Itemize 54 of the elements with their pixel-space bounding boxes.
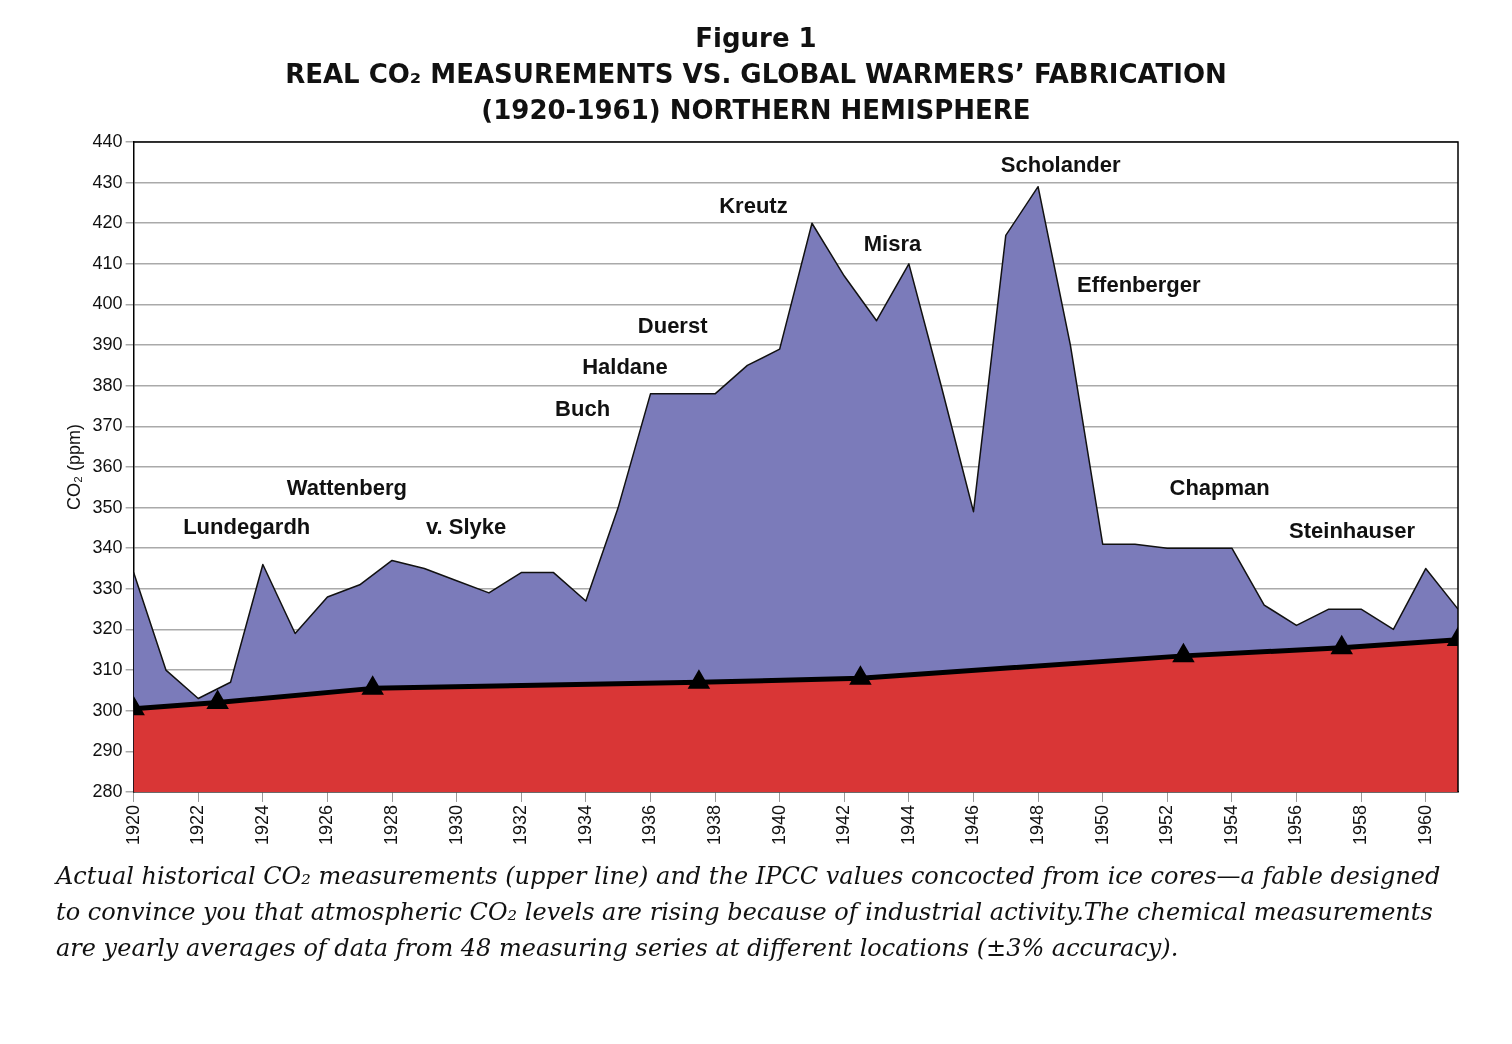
x-tick-label: 1942 xyxy=(833,804,854,845)
annotation: v. Slyke xyxy=(425,514,507,540)
y-tick-label: 370 xyxy=(92,415,123,436)
annotation: Effenberger xyxy=(1077,272,1201,298)
x-tick-label: 1944 xyxy=(897,804,918,845)
x-tick-label: 1956 xyxy=(1285,804,1306,845)
x-tick-label: 1950 xyxy=(1091,804,1112,845)
x-tick-label: 1938 xyxy=(704,804,725,845)
text: Actual historical CO₂ measurements (upper line) and the IPCC values concocted from ice cores—a fable designed to convince you that atmospheric CO₂ levels are rising because of industrial activity.The chemical measurements are yearly averages of data from 48 measuring series at different locations (±3% accuracy). xyxy=(56,861,1442,964)
chart-title: Figure 1 xyxy=(694,22,818,55)
x-tick-label: 1926 xyxy=(316,804,337,845)
x-tick-label: 1928 xyxy=(381,804,402,845)
y-tick-label: 350 xyxy=(92,496,123,517)
x-tick-label: 1958 xyxy=(1350,804,1371,845)
x-tick-label: 1948 xyxy=(1027,804,1048,845)
annotation: Scholander xyxy=(1000,152,1122,178)
x-tick-label: 1932 xyxy=(510,804,531,845)
annotation: Steinhauser xyxy=(1289,518,1416,544)
annotation: Kreutz xyxy=(719,193,788,219)
annotation: Duerst xyxy=(637,312,709,338)
y-tick-label: 330 xyxy=(92,577,123,598)
y-tick-label: 430 xyxy=(92,171,123,192)
y-tick-label: 340 xyxy=(92,537,123,558)
annotation: Buch xyxy=(555,396,611,422)
x-tick-label: 1960 xyxy=(1414,804,1435,845)
annotation: Lundegardh xyxy=(183,514,311,540)
x-tick-label: 1920 xyxy=(122,804,143,845)
x-tick-label: 1952 xyxy=(1156,804,1177,845)
annotation: Wattenberg xyxy=(286,475,407,501)
x-tick-label: 1924 xyxy=(251,804,272,845)
y-tick-label: 290 xyxy=(92,740,123,761)
y-tick-label: 380 xyxy=(92,374,123,395)
y-tick-label: 410 xyxy=(92,252,123,273)
y-axis-title: CO₂ (ppm) xyxy=(63,423,84,510)
chart-subtitle: REAL CO₂ MEASUREMENTS VS. GLOBAL WARMERS’ FABRICATION (1920-1961) NORTHERN HEMISPHERE xyxy=(284,58,1228,127)
annotation: Misra xyxy=(863,231,922,257)
y-tick-label: 440 xyxy=(92,130,123,151)
y-tick-label: 400 xyxy=(92,293,123,314)
x-tick-label: 1954 xyxy=(1220,804,1241,845)
y-tick-label: 420 xyxy=(92,212,123,233)
y-tick-label: 320 xyxy=(92,618,123,639)
annotation: Haldane xyxy=(582,353,668,379)
x-tick-label: 1940 xyxy=(768,804,789,845)
x-tick-label: 1930 xyxy=(445,804,466,845)
y-tick-label: 280 xyxy=(92,780,123,801)
y-tick-label: 390 xyxy=(92,334,123,355)
y-tick-label: 310 xyxy=(92,659,123,680)
x-tick-label: 1922 xyxy=(187,804,208,845)
y-tick-label: 300 xyxy=(92,699,123,720)
annotation: Chapman xyxy=(1169,475,1270,501)
x-tick-label: 1946 xyxy=(962,804,983,845)
x-tick-label: 1934 xyxy=(574,804,595,845)
x-tick-label: 1936 xyxy=(639,804,660,845)
y-tick-label: 360 xyxy=(92,455,123,476)
